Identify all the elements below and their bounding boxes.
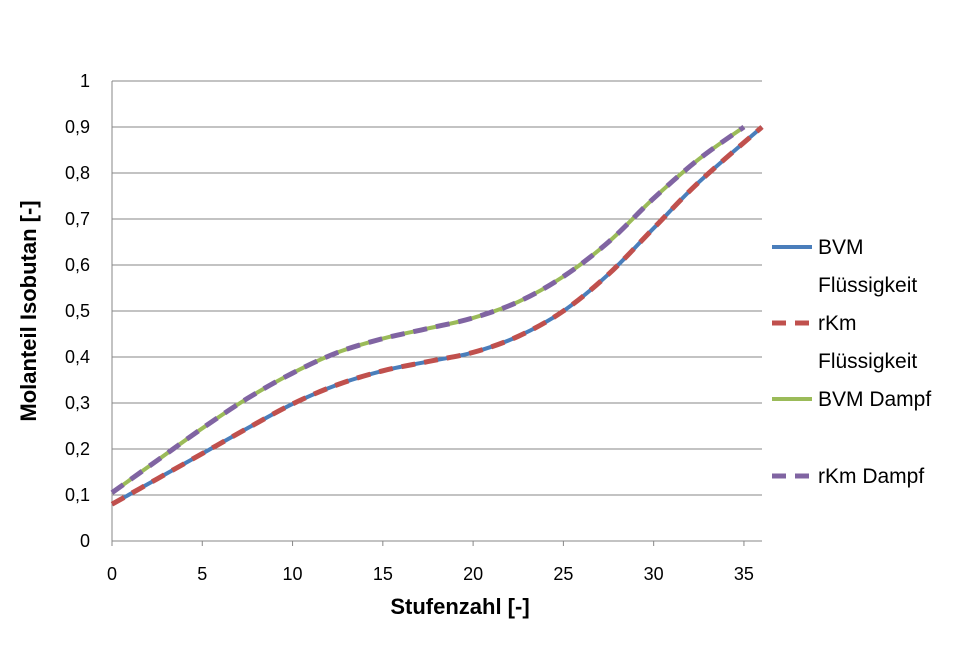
x-tick-label: 20 (463, 564, 483, 584)
y-tick-label: 0,6 (65, 255, 90, 275)
y-tick-label: 0,4 (65, 347, 90, 367)
x-tick-label: 10 (283, 564, 303, 584)
x-tick-label: 15 (373, 564, 393, 584)
legend-label: Flüssigkeit (818, 350, 917, 373)
y-tick-label: 0,7 (65, 209, 90, 229)
y-tick-label: 0,9 (65, 117, 90, 137)
legend-label: Flüssigkeit (818, 274, 917, 297)
x-tick-label: 25 (553, 564, 573, 584)
y-tick-label: 0,1 (65, 485, 90, 505)
y-tick-label: 0,3 (65, 393, 90, 413)
x-tick-label: 5 (197, 564, 207, 584)
legend-label: BVM (818, 236, 864, 259)
y-axis-title: Molanteil Isobutan [-] (16, 200, 41, 421)
y-tick-label: 0,2 (65, 439, 90, 459)
x-tick-label: 35 (734, 564, 754, 584)
y-tick-label: 0 (80, 531, 90, 551)
series-line-3 (110, 124, 746, 495)
x-tick-label: 30 (644, 564, 664, 584)
x-tick-label: 0 (107, 564, 117, 584)
y-tick-label: 1 (80, 71, 90, 91)
axes (111, 81, 762, 546)
y-tick-label: 0,8 (65, 163, 90, 183)
series-lines (110, 124, 764, 507)
legend-label: rKm Dampf (818, 465, 924, 488)
series-line-2 (110, 125, 746, 495)
legend-label: BVM Dampf (818, 388, 931, 411)
series-line-1 (110, 125, 764, 507)
y-tick-labels: 0 0,1 0,2 0,3 0,4 0,5 0,6 0,7 0,8 0,9 1 (65, 71, 90, 551)
x-tick-labels: 0 5 10 15 20 25 30 35 (107, 564, 754, 584)
legend-label: rKm (818, 312, 857, 335)
legend: BVM Flüssigkeit rKm Flüssigkeit BVM Dampf rKm… (772, 236, 931, 488)
gridlines (112, 80, 762, 496)
y-tick-label: 0,5 (65, 301, 90, 321)
series-line-0 (111, 125, 764, 506)
x-axis-title: Stufenzahl [-] (390, 594, 529, 619)
